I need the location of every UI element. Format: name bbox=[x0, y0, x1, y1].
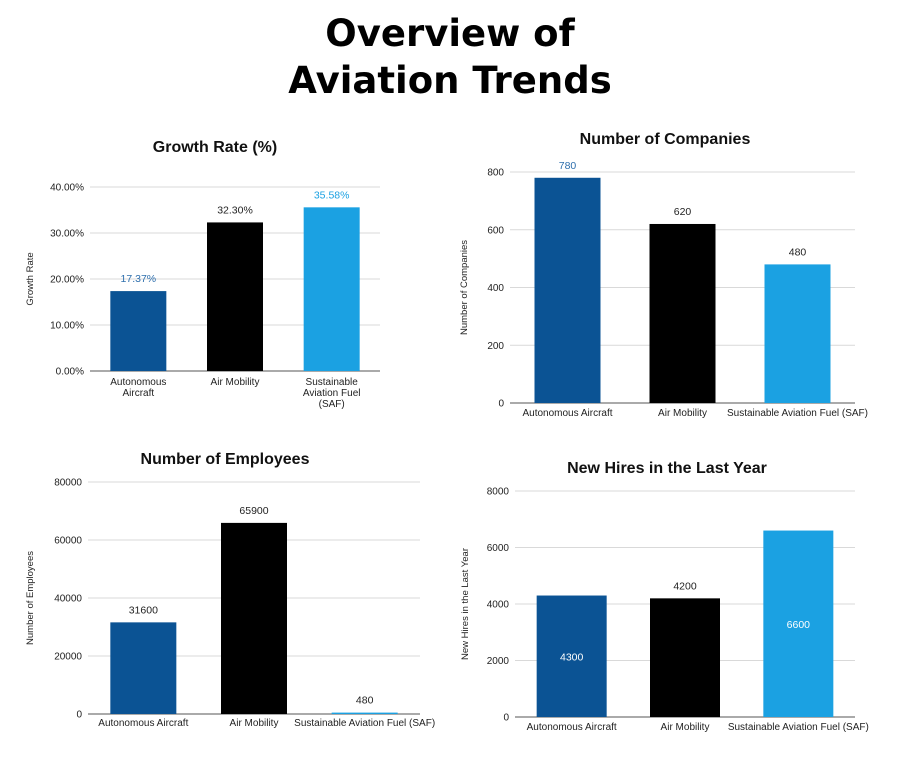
growth-rate-chart: Growth Rate (%) 0.00% 10.00% 20.00% 30.00% 40… bbox=[25, 139, 380, 410]
y-tick-label: 200 bbox=[487, 341, 504, 352]
bar bbox=[221, 522, 287, 714]
bar bbox=[536, 595, 607, 717]
data-label: 6600 bbox=[787, 619, 811, 631]
x-category-label: Autonomous Aircraft bbox=[98, 718, 188, 729]
y-tick-label: 600 bbox=[487, 225, 504, 236]
data-label: 480 bbox=[356, 695, 374, 707]
x-category-label: Sustainable Aviation Fuel (SAF) bbox=[294, 718, 435, 729]
chart-title: Growth Rate (%) bbox=[153, 139, 277, 156]
data-label: 31600 bbox=[129, 604, 158, 616]
y-tick-label: 6000 bbox=[487, 543, 510, 554]
y-tick-label: 8000 bbox=[487, 487, 510, 498]
data-label: 620 bbox=[674, 206, 692, 218]
y-tick-label: 10.00% bbox=[50, 321, 84, 332]
page-title: Overview of Aviation Trends bbox=[0, 10, 900, 104]
bar bbox=[110, 622, 177, 714]
bar bbox=[207, 222, 263, 371]
y-axis-label: Number of Companies bbox=[459, 240, 470, 335]
page-title-line-1: Overview of bbox=[325, 12, 575, 55]
x-category-label: Autonomous Aircraft bbox=[522, 408, 612, 419]
data-label: 780 bbox=[559, 160, 577, 172]
bar bbox=[763, 530, 834, 717]
x-category-label: Aircraft bbox=[122, 388, 154, 399]
data-label: 480 bbox=[789, 246, 807, 258]
bar bbox=[764, 264, 831, 403]
y-tick-label: 400 bbox=[487, 283, 504, 294]
x-category-label: Aviation Fuel bbox=[303, 388, 361, 399]
y-axis-label: Growth Rate bbox=[25, 252, 36, 305]
y-tick-label: 40000 bbox=[54, 594, 82, 605]
x-category-label: Autonomous Aircraft bbox=[527, 722, 617, 733]
x-category-label: (SAF) bbox=[319, 399, 345, 410]
data-label: 65900 bbox=[239, 505, 268, 517]
y-tick-label: 80000 bbox=[54, 478, 82, 489]
x-category-label: Air Mobility bbox=[661, 722, 710, 733]
x-category-label: Sustainable Aviation Fuel (SAF) bbox=[727, 408, 868, 419]
y-tick-label: 30.00% bbox=[50, 229, 84, 240]
x-category-label: Air Mobility bbox=[211, 377, 260, 388]
x-category-label: Air Mobility bbox=[658, 408, 707, 419]
bar bbox=[331, 712, 398, 714]
data-label: 32.30% bbox=[217, 204, 253, 216]
chart-title: New Hires in the Last Year bbox=[567, 460, 767, 477]
data-label: 35.58% bbox=[314, 189, 350, 201]
y-tick-label: 4000 bbox=[487, 600, 510, 611]
x-category-label: Sustainable Aviation Fuel (SAF) bbox=[728, 722, 869, 733]
new-hires-chart: New Hires in the Last Year 0 2000 4000 6000 8… bbox=[460, 460, 869, 733]
x-category-label: Sustainable bbox=[306, 377, 359, 388]
number-of-companies-chart: Number of Companies 0 200 400 600 800 Number o… bbox=[459, 131, 868, 419]
y-tick-label: 0 bbox=[503, 713, 509, 724]
y-tick-label: 20.00% bbox=[50, 275, 84, 286]
y-tick-label: 0 bbox=[498, 399, 504, 410]
y-tick-label: 20000 bbox=[54, 652, 82, 663]
page-title-line-2: Aviation Trends bbox=[288, 59, 612, 102]
y-axis-label: New Hires in the Last Year bbox=[460, 548, 471, 660]
y-tick-label: 0 bbox=[76, 710, 82, 721]
data-label: 17.37% bbox=[121, 273, 157, 285]
y-tick-label: 2000 bbox=[487, 656, 510, 667]
bar bbox=[110, 291, 167, 371]
y-axis-label: Number of Employees bbox=[25, 551, 36, 645]
x-category-label: Air Mobility bbox=[230, 718, 279, 729]
chart-title: Number of Employees bbox=[141, 451, 310, 468]
data-label: 4300 bbox=[560, 651, 584, 663]
y-tick-label: 60000 bbox=[54, 536, 82, 547]
y-tick-label: 0.00% bbox=[56, 367, 84, 378]
number-of-employees-chart: Number of Employees 0 20000 40000 60000 80000… bbox=[25, 451, 435, 729]
y-tick-label: 800 bbox=[487, 168, 504, 179]
y-tick-label: 40.00% bbox=[50, 183, 84, 194]
chart-title: Number of Companies bbox=[580, 131, 751, 148]
data-label: 4200 bbox=[673, 580, 697, 592]
bar bbox=[650, 598, 720, 717]
bar bbox=[534, 177, 601, 403]
x-category-label: Autonomous bbox=[110, 377, 166, 388]
bar bbox=[303, 207, 360, 371]
bar bbox=[649, 223, 716, 403]
